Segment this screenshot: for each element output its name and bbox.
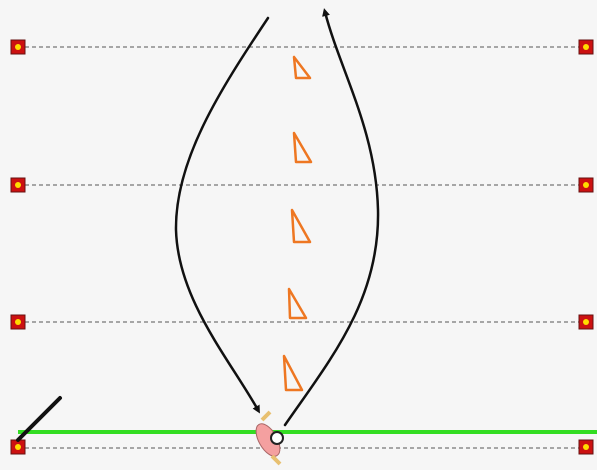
cone	[292, 131, 313, 164]
cone	[282, 354, 304, 392]
marker-dot	[583, 444, 589, 450]
dashed-lines	[18, 46, 588, 449]
paths	[16, 8, 380, 442]
player	[255, 410, 284, 466]
pole	[16, 396, 62, 442]
marker-dot	[583, 319, 589, 325]
marker-dot	[15, 182, 21, 188]
player-limbs	[260, 410, 282, 466]
cone	[287, 287, 308, 320]
run-path	[283, 8, 380, 427]
cone	[290, 208, 312, 244]
marker-dot	[15, 44, 21, 50]
cone	[292, 55, 312, 80]
markers	[10, 39, 594, 455]
player-head	[270, 431, 284, 445]
cones	[282, 55, 313, 392]
marker-dot	[15, 444, 21, 450]
run-path	[174, 16, 270, 414]
marker-dot	[583, 44, 589, 50]
marker-dot	[583, 182, 589, 188]
marker-dot	[15, 319, 21, 325]
